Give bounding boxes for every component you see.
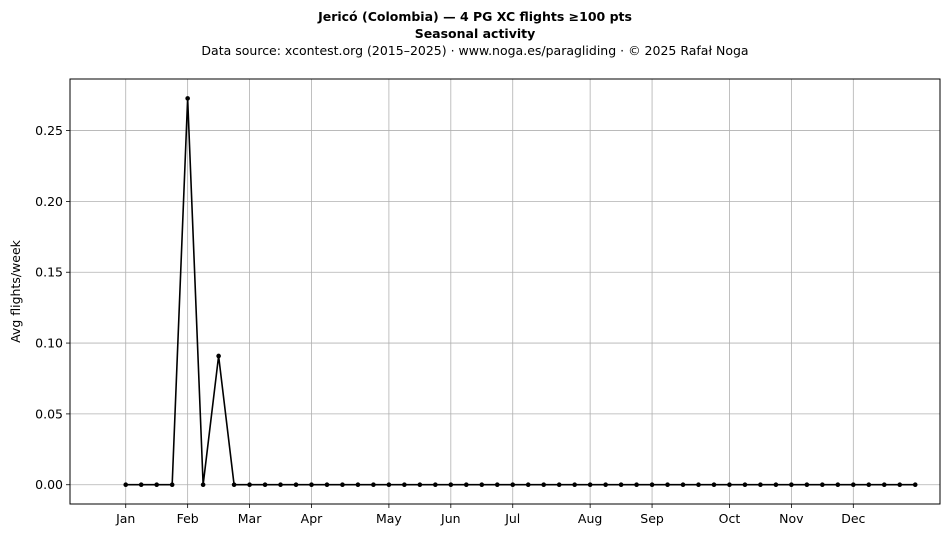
data-point bbox=[293, 482, 299, 488]
data-point bbox=[479, 482, 485, 488]
data-point bbox=[680, 482, 686, 488]
x-tick-label: Oct bbox=[719, 511, 741, 526]
data-point bbox=[185, 96, 190, 101]
data-point bbox=[556, 482, 562, 488]
data-point bbox=[603, 482, 608, 488]
x-tick-label: Feb bbox=[177, 511, 199, 526]
data-point bbox=[324, 482, 330, 488]
data-point bbox=[758, 482, 763, 488]
data-point bbox=[897, 482, 903, 488]
data-point bbox=[835, 482, 841, 488]
data-point bbox=[340, 482, 345, 488]
x-axis-ticks: Jan Feb Mar Apr May Jun Jul Aug Sep Oct Nov Dec bbox=[115, 504, 866, 526]
data-point bbox=[355, 482, 361, 488]
x-tick-label: Jul bbox=[504, 511, 520, 526]
data-point bbox=[665, 482, 670, 488]
chart-title: Jericó (Colombia) — 4 PG XC flights ≥100… bbox=[318, 9, 632, 24]
y-axis-ticks: 0.00 0.05 0.10 0.15 0.20 0.25 bbox=[35, 123, 70, 492]
data-point bbox=[634, 482, 639, 488]
y-tick-label: 0.05 bbox=[35, 406, 63, 421]
series-group bbox=[123, 96, 918, 488]
data-point bbox=[386, 482, 392, 488]
data-point bbox=[711, 482, 717, 488]
data-point bbox=[525, 482, 531, 488]
y-tick-label: 0.10 bbox=[35, 336, 63, 351]
data-point bbox=[448, 482, 454, 488]
grid-lines bbox=[70, 79, 940, 504]
x-tick-label: Nov bbox=[779, 511, 804, 526]
data-point bbox=[866, 482, 872, 488]
data-point bbox=[417, 482, 423, 488]
chart-subtitle: Seasonal activity bbox=[414, 26, 536, 41]
data-point bbox=[433, 482, 438, 488]
data-point bbox=[881, 482, 887, 488]
x-tick-label: Jan bbox=[115, 511, 135, 526]
data-point bbox=[727, 482, 732, 488]
y-tick-label: 0.25 bbox=[35, 123, 63, 138]
y-tick-label: 0.00 bbox=[35, 477, 63, 492]
data-point bbox=[371, 482, 376, 488]
data-point bbox=[572, 482, 577, 488]
x-tick-label: Apr bbox=[301, 511, 323, 526]
data-point bbox=[231, 482, 237, 488]
series-line bbox=[125, 97, 916, 486]
data-point bbox=[123, 482, 129, 488]
data-point bbox=[789, 482, 794, 488]
data-point bbox=[618, 482, 624, 488]
data-point bbox=[820, 482, 825, 488]
y-axis-label: Avg flights/week bbox=[8, 239, 23, 343]
data-point bbox=[278, 482, 283, 488]
data-point bbox=[154, 482, 159, 488]
data-point bbox=[494, 482, 500, 488]
data-point bbox=[541, 482, 547, 488]
data-point bbox=[216, 353, 221, 359]
data-point bbox=[510, 482, 516, 488]
data-point bbox=[262, 482, 268, 488]
data-point bbox=[169, 482, 175, 488]
data-point bbox=[463, 482, 469, 488]
plot-frame bbox=[69, 78, 941, 505]
x-tick-label: Sep bbox=[640, 511, 664, 526]
x-tick-label: Mar bbox=[238, 511, 262, 526]
data-point bbox=[138, 482, 144, 488]
data-point bbox=[402, 482, 407, 488]
x-tick-label: Aug bbox=[578, 511, 602, 526]
data-point bbox=[587, 482, 593, 488]
data-source-note: Data source: xcontest.org (2015–2025) · … bbox=[201, 43, 749, 58]
data-point bbox=[247, 482, 252, 488]
data-point bbox=[773, 482, 779, 488]
data-point bbox=[851, 482, 856, 488]
x-tick-label: Jun bbox=[440, 511, 461, 526]
x-tick-label: May bbox=[376, 511, 402, 526]
data-point bbox=[649, 482, 655, 488]
data-point bbox=[804, 482, 810, 488]
y-tick-label: 0.15 bbox=[35, 265, 63, 280]
data-point bbox=[742, 482, 748, 488]
y-tick-label: 0.20 bbox=[35, 194, 63, 209]
x-tick-label: Dec bbox=[841, 511, 865, 526]
data-point bbox=[696, 482, 701, 488]
data-point bbox=[309, 482, 314, 488]
data-point bbox=[912, 482, 918, 488]
data-point bbox=[200, 482, 206, 488]
